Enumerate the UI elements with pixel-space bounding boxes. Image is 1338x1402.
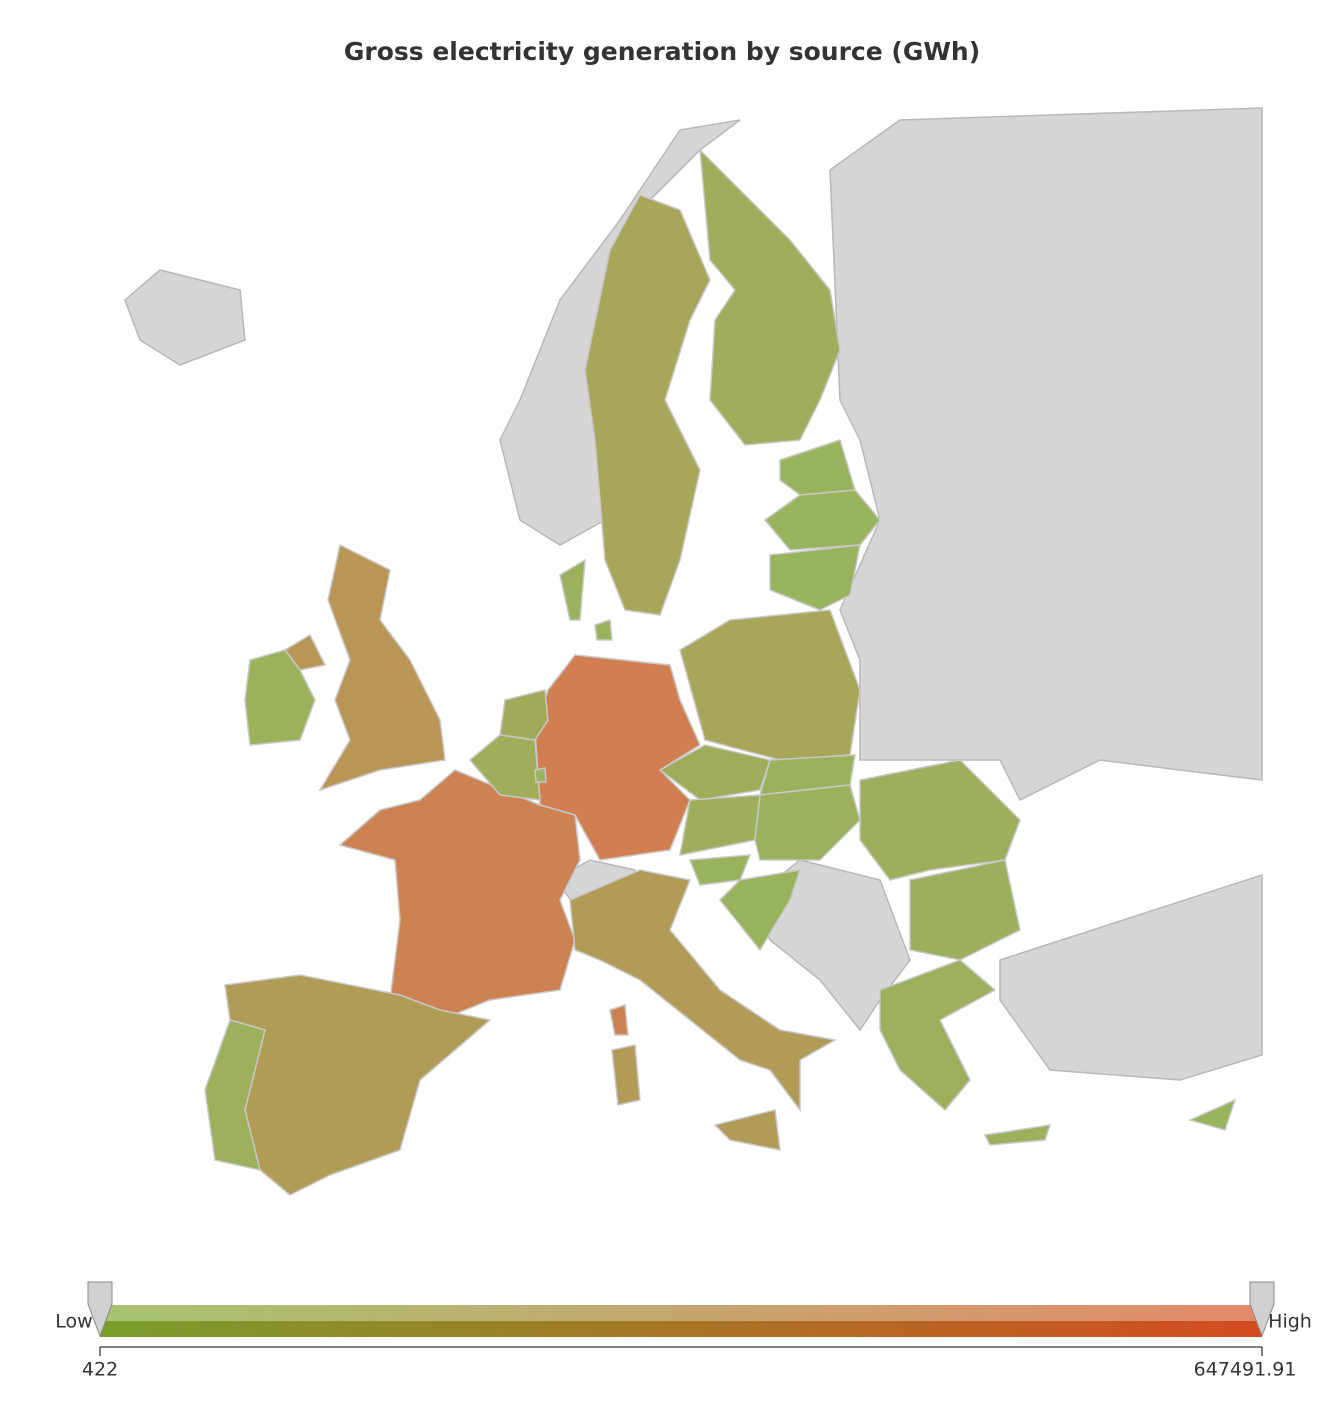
legend-handle[interactable]	[1249, 1281, 1275, 1338]
land	[829, 107, 1263, 802]
region[interactable]	[1187, 1098, 1237, 1131]
region[interactable]	[244, 649, 316, 746]
legend-min: 422	[82, 1359, 118, 1381]
land	[999, 873, 1263, 1081]
regions	[204, 148, 1237, 1196]
region[interactable]	[769, 544, 861, 611]
legend-max: 647491.91	[1194, 1359, 1297, 1381]
region[interactable]	[763, 489, 881, 551]
region[interactable]	[559, 558, 586, 621]
region[interactable]	[879, 959, 997, 1112]
region[interactable]	[718, 869, 802, 952]
region[interactable]	[611, 1044, 641, 1106]
region[interactable]	[754, 784, 861, 861]
region[interactable]	[609, 1003, 629, 1036]
legend-bar-dark	[100, 1321, 1262, 1337]
region[interactable]	[859, 759, 1021, 881]
legend: Low High 422 647491.91	[55, 1281, 1312, 1381]
region[interactable]	[909, 859, 1021, 961]
legend-handle[interactable]	[87, 1281, 113, 1338]
region[interactable]	[318, 543, 446, 792]
region[interactable]	[699, 148, 841, 446]
region[interactable]	[679, 794, 761, 856]
region[interactable]	[569, 869, 838, 1113]
region[interactable]	[534, 767, 547, 783]
region[interactable]	[679, 609, 861, 761]
region[interactable]	[499, 689, 549, 741]
region[interactable]	[594, 618, 613, 641]
region[interactable]	[584, 194, 711, 616]
legend-high: High	[1268, 1311, 1312, 1333]
land	[124, 269, 246, 366]
region[interactable]	[779, 439, 856, 496]
legend-bar-light	[100, 1305, 1262, 1321]
legend-low: Low	[55, 1311, 92, 1333]
region[interactable]	[338, 769, 581, 1021]
region[interactable]	[713, 1109, 781, 1151]
region[interactable]	[204, 1019, 266, 1171]
no-data-land	[124, 107, 1263, 1081]
chart-title: Gross electricity generation by source (…	[344, 37, 980, 66]
region[interactable]	[983, 1124, 1052, 1146]
